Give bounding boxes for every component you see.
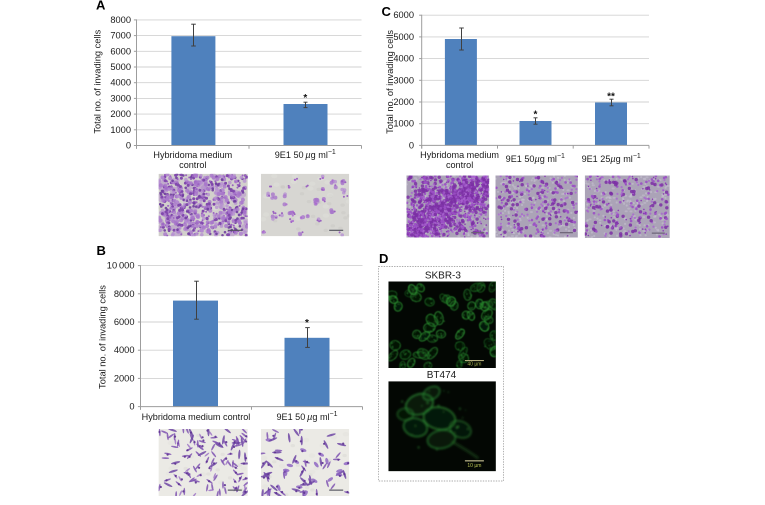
svg-text:10 µm: 10 µm <box>467 463 481 469</box>
svg-text:Total no. of invading cells: Total no. of invading cells <box>93 29 103 133</box>
svg-text:3000: 3000 <box>110 93 131 103</box>
svg-text:2000: 2000 <box>393 97 414 107</box>
svg-text:9E1 25µg ml−1: 9E1 25µg ml−1 <box>582 153 641 165</box>
svg-text:*: * <box>303 93 307 104</box>
svg-text:3000: 3000 <box>393 75 414 85</box>
svg-text:10 000: 10 000 <box>107 261 135 271</box>
svg-text:8000: 8000 <box>110 15 131 25</box>
svg-text:Hybridoma medium: Hybridoma medium <box>153 150 232 160</box>
svg-text:4000: 4000 <box>114 345 135 355</box>
svg-text:2000: 2000 <box>114 373 135 383</box>
svg-text:Total no. of invading cells: Total no. of invading cells <box>385 30 395 134</box>
svg-text:7000: 7000 <box>110 31 131 41</box>
svg-text:**: ** <box>607 92 615 103</box>
svg-text:SKBR-3: SKBR-3 <box>425 271 462 282</box>
svg-text:6000: 6000 <box>114 317 135 327</box>
svg-text:Hybridoma medium control: Hybridoma medium control <box>142 412 251 422</box>
svg-text:1000: 1000 <box>110 125 131 135</box>
svg-text:9E1 50µg ml−1: 9E1 50µg ml−1 <box>506 153 565 165</box>
svg-text:9E1 50 µg ml−1: 9E1 50 µg ml−1 <box>275 149 336 161</box>
svg-text:*: * <box>534 109 538 120</box>
svg-text:6000: 6000 <box>393 10 414 20</box>
svg-text:0: 0 <box>126 141 131 151</box>
svg-text:Hybridoma medium: Hybridoma medium <box>420 150 499 160</box>
svg-text:4000: 4000 <box>393 54 414 64</box>
svg-text:40 µm: 40 µm <box>467 362 481 368</box>
svg-text:*: * <box>305 318 309 329</box>
svg-text:0: 0 <box>129 402 134 412</box>
svg-text:D: D <box>379 251 388 266</box>
svg-text:5000: 5000 <box>110 62 131 72</box>
svg-text:control: control <box>446 160 473 170</box>
svg-text:C: C <box>382 4 392 19</box>
svg-text:BT474: BT474 <box>427 370 457 381</box>
svg-text:A: A <box>96 0 106 13</box>
svg-text:9E1 50 µg ml−1: 9E1 50 µg ml−1 <box>276 411 337 423</box>
svg-text:control: control <box>179 160 206 170</box>
svg-text:0: 0 <box>409 140 414 150</box>
svg-text:B: B <box>97 243 106 258</box>
svg-text:Total no. of invading cells: Total no. of invading cells <box>98 285 108 389</box>
svg-text:8000: 8000 <box>114 289 135 299</box>
svg-text:4000: 4000 <box>110 78 131 88</box>
svg-text:6000: 6000 <box>110 46 131 56</box>
svg-text:1000: 1000 <box>393 119 414 129</box>
svg-text:2000: 2000 <box>110 109 131 119</box>
svg-text:5000: 5000 <box>393 32 414 42</box>
